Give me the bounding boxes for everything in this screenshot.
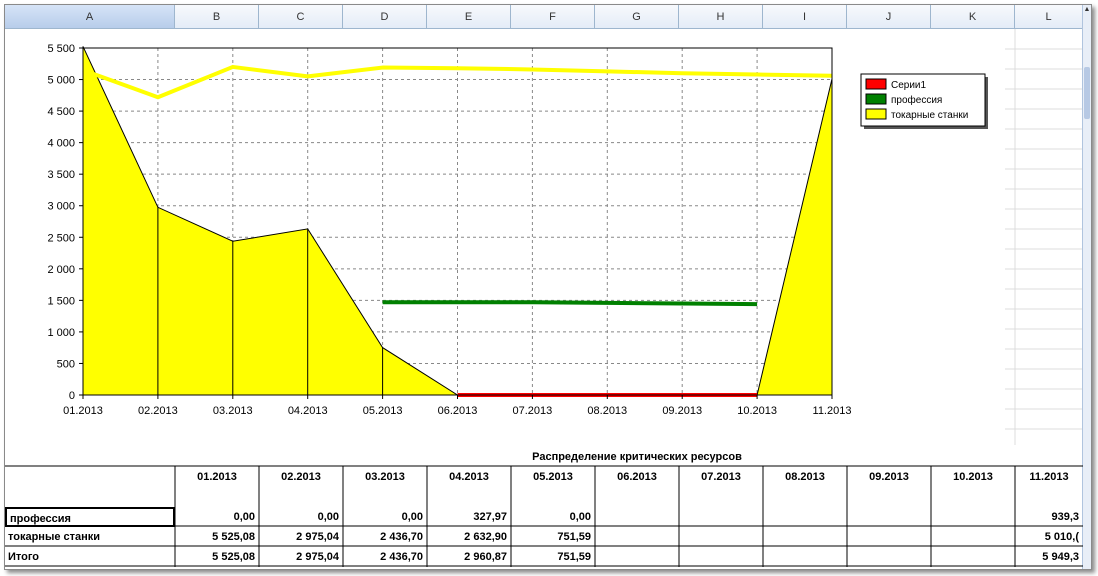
column-header-e[interactable]: E [427, 5, 511, 29]
series-line-1 [382, 300, 758, 307]
table-row-label[interactable]: токарные станки [8, 531, 101, 543]
table-header-cell[interactable]: 06.2013 [617, 471, 657, 483]
chart-legend: Серии1 профессия токарные станки [860, 73, 988, 129]
y-tick-label: 1 500 [47, 295, 75, 307]
column-header-i[interactable]: I [763, 5, 847, 29]
y-tick-label: 1 000 [47, 327, 75, 339]
legend-swatch [865, 108, 887, 120]
table-cell[interactable]: 0,00 [317, 511, 339, 523]
y-tick-label: 4 000 [47, 138, 75, 150]
x-tick-label: 09.2013 [662, 405, 702, 417]
x-tick-label: 01.2013 [63, 405, 103, 417]
column-header-d[interactable]: D [343, 5, 427, 29]
table-cell[interactable] [763, 547, 847, 567]
table-row-label[interactable]: профессия [5, 507, 175, 527]
table-cell[interactable] [847, 507, 931, 527]
legend-swatch [865, 78, 887, 90]
table-cell[interactable] [595, 507, 679, 527]
table-cell[interactable]: 2 975,04 [296, 551, 339, 563]
table-cell[interactable] [931, 507, 1015, 527]
table-cell[interactable]: 0,00 [401, 511, 423, 523]
table-cell[interactable]: 939,3 [1051, 511, 1079, 523]
column-header-b[interactable]: B [175, 5, 259, 29]
table-cell[interactable]: 5 525,08 [212, 531, 255, 543]
table-cell[interactable] [763, 527, 847, 547]
x-tick-label: 02.2013 [138, 405, 178, 417]
y-tick-label: 500 [57, 358, 75, 370]
y-tick-label: 2 500 [47, 232, 75, 244]
table-row-label[interactable]: Итого [8, 551, 40, 563]
table-cell[interactable]: 2 632,90 [464, 531, 507, 543]
table-header-cell[interactable]: 03.2013 [365, 471, 405, 483]
table-header-cell[interactable]: 09.2013 [869, 471, 909, 483]
legend-label: профессия [891, 94, 942, 106]
column-header-c[interactable]: C [259, 5, 343, 29]
table-cell[interactable] [931, 527, 1015, 547]
table-header-cell[interactable]: 08.2013 [785, 471, 825, 483]
y-tick-label: 4 500 [47, 106, 75, 118]
table-cell[interactable]: 2 975,04 [296, 531, 339, 543]
table-cell[interactable]: 2 436,70 [380, 531, 423, 543]
column-header-f[interactable]: F [511, 5, 595, 29]
column-header-h[interactable]: H [679, 5, 763, 29]
column-header-j[interactable]: J [847, 5, 931, 29]
x-tick-label: 04.2013 [288, 405, 328, 417]
y-tick-label: 2 000 [47, 264, 75, 276]
table-header-cell[interactable]: 01.2013 [197, 471, 237, 483]
column-header-l[interactable]: L [1015, 5, 1083, 29]
table-header-cell[interactable]: 04.2013 [449, 471, 489, 483]
x-tick-label: 05.2013 [363, 405, 403, 417]
x-tick-label: 11.2013 [813, 405, 852, 417]
table-cell[interactable] [679, 527, 763, 547]
x-tick-label: 06.2013 [438, 405, 478, 417]
table-borders [5, 465, 1083, 567]
table-cell[interactable]: 2 960,87 [464, 551, 507, 563]
table-header-cell[interactable]: 10.2013 [953, 471, 993, 483]
y-tick-label: 0 [69, 390, 75, 402]
y-tick-label: 3 000 [47, 201, 75, 213]
table-cell[interactable] [931, 547, 1015, 567]
y-tick-label: 5 500 [47, 43, 75, 55]
table-cell[interactable]: 751,59 [557, 531, 591, 543]
vertical-scrollbar[interactable]: ▲ [1082, 5, 1091, 569]
table-header-cell[interactable]: 07.2013 [701, 471, 741, 483]
x-tick-label: 08.2013 [587, 405, 627, 417]
table-cell[interactable] [679, 547, 763, 567]
table-cell[interactable] [595, 547, 679, 567]
table-cell[interactable] [595, 527, 679, 547]
table-cell[interactable] [679, 507, 763, 527]
table-cell[interactable]: 0,00 [569, 511, 591, 523]
column-header-k[interactable]: K [931, 5, 1015, 29]
table-cell[interactable] [847, 547, 931, 567]
table-cell[interactable]: 5 525,08 [212, 551, 255, 563]
spreadsheet-window: A B C D E F G H I J K L ▲ 0 500 1 000 1 500… [4, 4, 1092, 570]
table-cell[interactable] [763, 507, 847, 527]
table-cell[interactable]: 5 949,3 [1042, 551, 1079, 563]
table-header-cell[interactable]: 11.2013 [1029, 471, 1069, 483]
table-header-cell[interactable]: 05.2013 [533, 471, 573, 483]
column-header-g[interactable]: G [595, 5, 679, 29]
column-header-a[interactable]: A [5, 5, 175, 29]
table-cell[interactable]: 2 436,70 [380, 551, 423, 563]
table-title: Распределение критических ресурсов [532, 451, 742, 463]
table-cell[interactable]: 0,00 [233, 511, 255, 523]
y-tick-label: 3 500 [47, 169, 75, 181]
chart[interactable]: 0 500 1 000 1 500 2 000 2 500 3 000 3 500 4 000 4… [5, 29, 1005, 449]
table-cell[interactable]: 5 010,( [1044, 531, 1079, 543]
y-tick-label: 5 000 [47, 75, 75, 87]
legend-label: Серии1 [891, 80, 927, 91]
x-tick-label: 03.2013 [213, 405, 253, 417]
table-cell[interactable]: 327,97 [473, 511, 507, 523]
table-header-cell[interactable]: 02.2013 [281, 471, 321, 483]
legend-label: токарные станки [891, 110, 968, 121]
x-tick-label: 07.2013 [513, 405, 553, 417]
x-tick-label: 10.2013 [737, 405, 777, 417]
table-cell[interactable] [847, 527, 931, 547]
scroll-up-icon[interactable]: ▲ [1083, 6, 1091, 13]
scrollbar-thumb[interactable] [1084, 67, 1090, 119]
legend-swatch [865, 93, 887, 105]
table-cell[interactable]: 751,59 [557, 551, 591, 563]
